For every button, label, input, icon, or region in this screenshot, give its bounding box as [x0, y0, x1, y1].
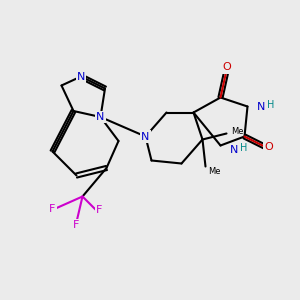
- Text: N: N: [96, 112, 105, 122]
- Text: N: N: [256, 101, 265, 112]
- Text: N: N: [230, 145, 238, 155]
- Text: O: O: [222, 62, 231, 73]
- Text: H: H: [240, 143, 247, 154]
- Text: H: H: [267, 100, 274, 110]
- Text: Me: Me: [231, 128, 244, 136]
- Text: O: O: [264, 142, 273, 152]
- Text: F: F: [73, 220, 80, 230]
- Text: F: F: [96, 205, 102, 215]
- Text: N: N: [77, 71, 85, 82]
- Text: N: N: [141, 131, 150, 142]
- Text: Me: Me: [208, 167, 221, 176]
- Text: F: F: [49, 203, 56, 214]
